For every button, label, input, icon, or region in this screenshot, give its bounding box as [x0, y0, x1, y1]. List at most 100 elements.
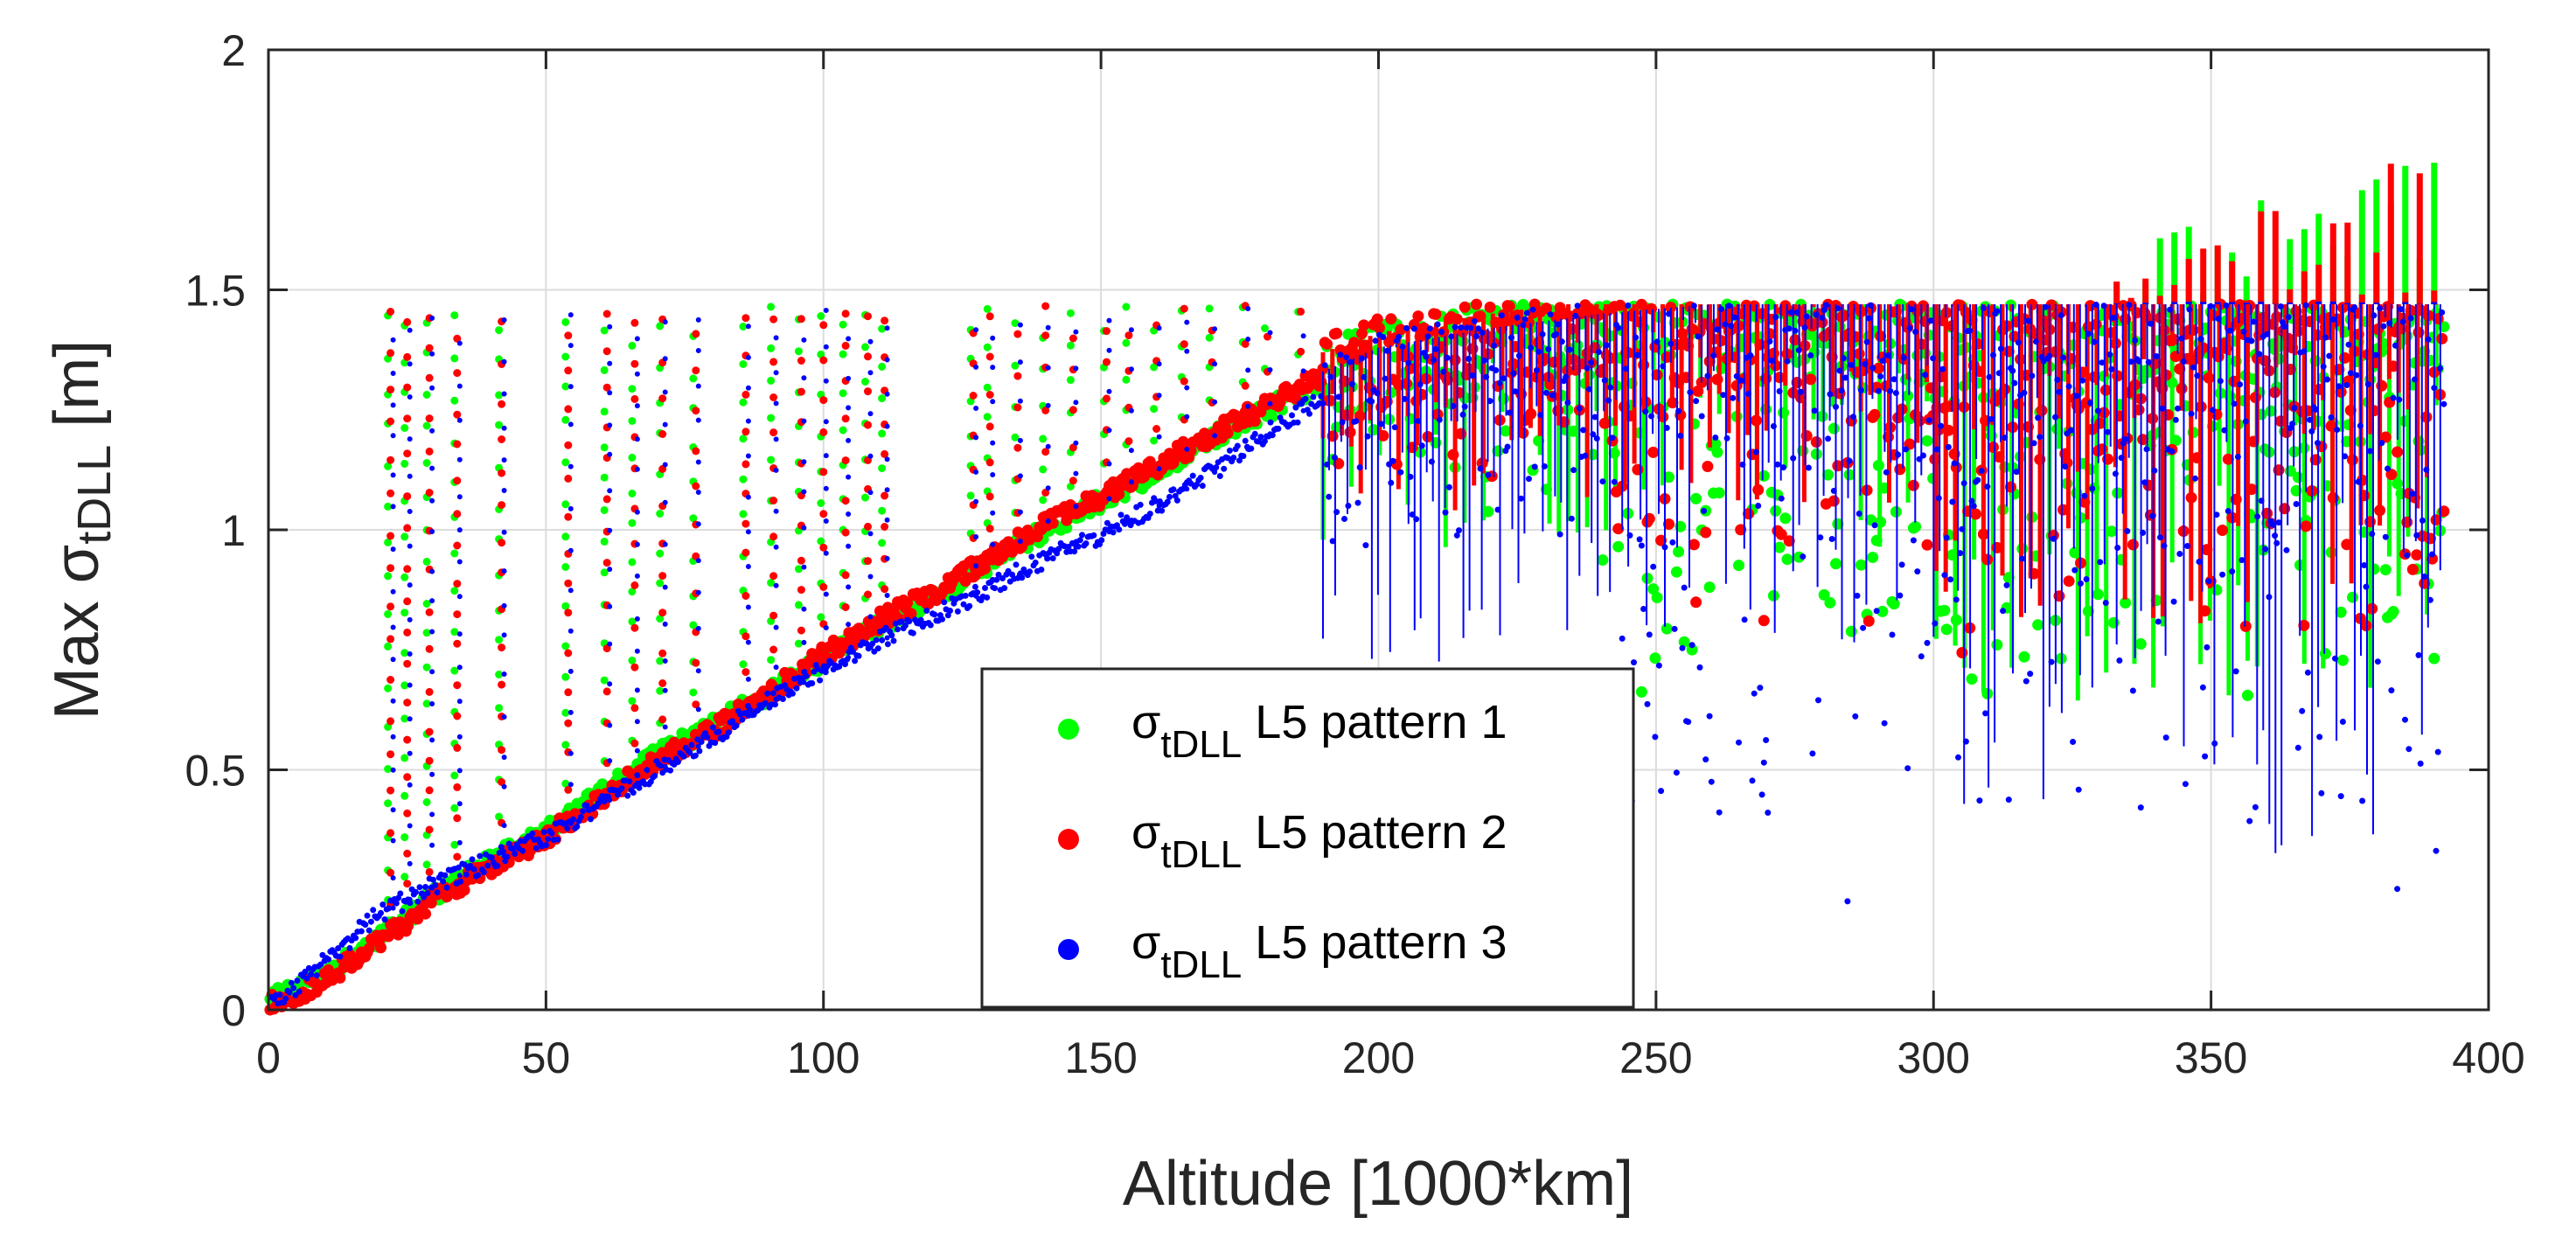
data-point [823, 550, 829, 556]
data-point [564, 825, 571, 831]
data-point [695, 625, 701, 631]
data-point [1310, 393, 1317, 400]
data-point [1925, 417, 1932, 424]
data-point [634, 541, 640, 547]
data-point [561, 602, 570, 610]
data-point [1066, 341, 1075, 350]
data-point [2347, 591, 2358, 603]
data-point [695, 348, 701, 353]
data-point [2062, 463, 2069, 470]
x-tick-label: 50 [522, 1033, 571, 1082]
data-point [1671, 625, 1678, 632]
data-point [823, 591, 829, 597]
data-point [390, 371, 396, 376]
data-point [1531, 463, 1538, 470]
data-point [630, 739, 639, 748]
data-point [1331, 327, 1343, 339]
data-point [1678, 636, 1690, 648]
data-point [769, 611, 778, 620]
data-point [1017, 398, 1023, 404]
data-point [601, 798, 608, 805]
y-tick-label: 1 [221, 506, 246, 555]
data-point [658, 679, 667, 687]
data-point [692, 482, 700, 490]
data-point [386, 786, 395, 795]
data-point [1372, 337, 1379, 344]
data-point [1412, 310, 1424, 323]
data-point [1976, 797, 1983, 804]
data-point [422, 699, 431, 708]
data-point [695, 316, 701, 323]
data-point [1045, 402, 1051, 408]
data-point [841, 636, 850, 645]
data-point [1184, 385, 1190, 391]
data-point [973, 593, 979, 599]
data-point [819, 650, 828, 659]
data-point [302, 969, 309, 975]
data-point [1854, 592, 1861, 599]
data-point [1939, 365, 1946, 372]
data-point [846, 336, 852, 342]
data-point [659, 769, 666, 776]
data-point [1800, 553, 1807, 560]
data-point [1903, 446, 1909, 453]
data-point [2366, 602, 2378, 615]
data-point [456, 631, 463, 637]
data-point [1066, 309, 1075, 317]
data-point [794, 639, 803, 648]
data-point [1261, 438, 1268, 445]
data-point [450, 354, 459, 363]
data-point [1688, 642, 1695, 649]
data-point [403, 916, 412, 925]
data-point [386, 489, 395, 497]
data-point [973, 435, 979, 441]
data-point [425, 644, 434, 653]
data-point [881, 614, 889, 623]
data-point [747, 706, 754, 713]
data-point [453, 681, 462, 690]
data-point [1922, 372, 1929, 379]
legend-subscript: tDLL [1160, 723, 1242, 766]
data-point [692, 700, 700, 709]
data-point [495, 704, 504, 713]
data-point [983, 413, 992, 421]
data-point [453, 440, 462, 449]
data-point [973, 498, 979, 504]
data-point [1104, 519, 1110, 526]
data-point [863, 640, 870, 647]
data-point [846, 543, 852, 549]
data-point [567, 343, 574, 349]
data-point [1300, 368, 1306, 374]
data-point [429, 811, 435, 817]
data-point [1422, 431, 1434, 442]
data-point [1028, 553, 1035, 560]
data-point [973, 327, 979, 333]
data-point [1781, 553, 1793, 566]
data-point [386, 349, 395, 358]
data-point [855, 652, 862, 659]
data-point [1205, 304, 1214, 313]
data-point [1226, 447, 1233, 454]
data-point [1825, 435, 1832, 442]
data-point [1216, 473, 1223, 479]
data-point [1702, 756, 1709, 763]
data-point [1773, 372, 1786, 384]
data-point [1055, 546, 1062, 553]
data-point [1156, 503, 1162, 509]
data-point [658, 762, 664, 769]
data-point [1267, 400, 1273, 407]
data-point [793, 685, 800, 692]
data-point [1045, 365, 1051, 371]
data-point [973, 563, 979, 569]
data-point [602, 687, 611, 696]
data-point [501, 488, 507, 493]
data-point [1013, 372, 1022, 380]
data-point [1940, 623, 1953, 636]
data-point [947, 608, 953, 614]
data-point [425, 373, 434, 382]
data-point [1156, 325, 1162, 331]
data-point [773, 624, 779, 630]
data-point [1970, 503, 1977, 510]
data-point [400, 532, 409, 541]
data-point [1852, 713, 1859, 720]
